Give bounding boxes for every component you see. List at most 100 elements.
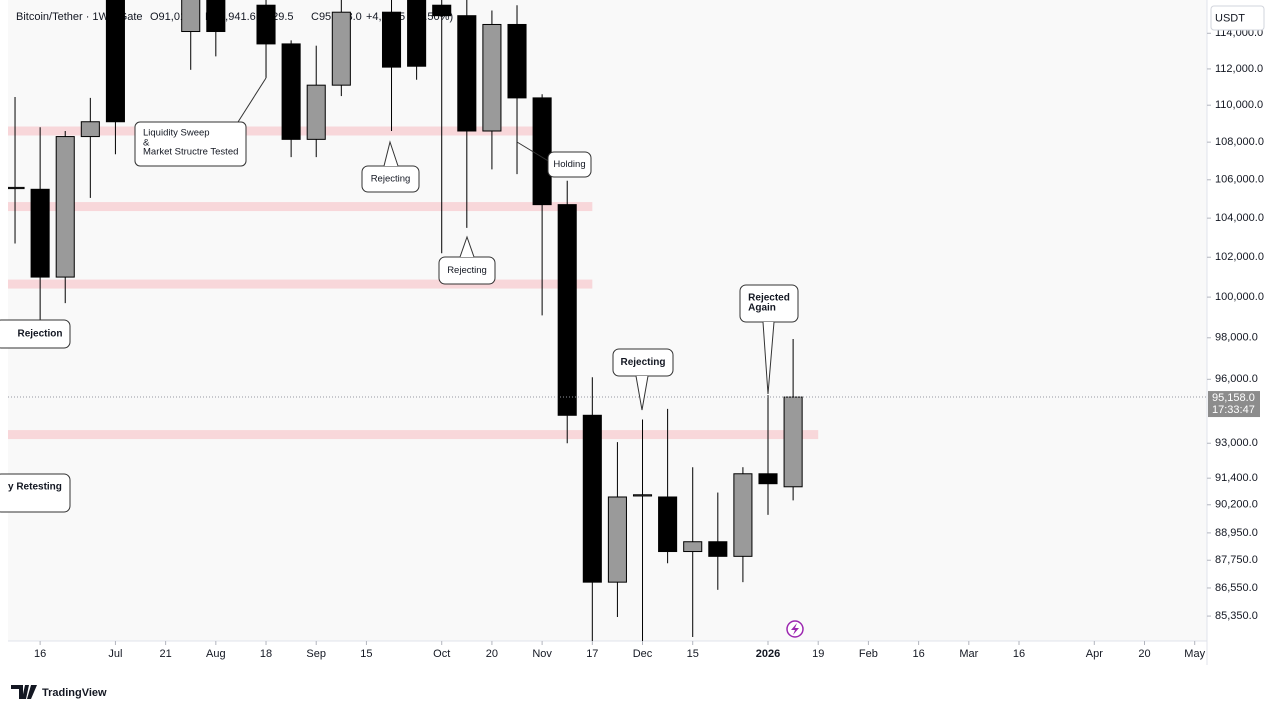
x-tick-label: 19: [812, 648, 824, 660]
candle-body: [532, 97, 552, 206]
callout-pointer: [237, 77, 267, 123]
callout: Rejected Again: [739, 284, 799, 395]
candle-body: [507, 23, 527, 99]
candle-body: [557, 204, 577, 416]
callout-text: Rejection: [17, 329, 62, 340]
price-label-box: [1208, 391, 1260, 418]
ohlc-legend-item: O91,01: [150, 11, 186, 23]
price-label: 95,158.0: [1212, 392, 1255, 404]
x-tick-label: Nov: [532, 648, 552, 660]
x-tick-label: Oct: [433, 648, 450, 660]
y-tick-label: 112,000.0: [1215, 63, 1263, 75]
candle-body: [256, 4, 276, 45]
countdown-label: 17:33:47: [1212, 404, 1255, 416]
callout-text: Liquidity Sweep: [143, 128, 210, 139]
y-tick-label: 91,400.0: [1215, 472, 1258, 484]
brand-name: TradingView: [42, 687, 107, 699]
callout-text: Holding: [553, 159, 585, 170]
callout: Rejection: [0, 319, 71, 349]
support-resistance-zone: [8, 126, 540, 136]
candle-body: [306, 84, 326, 140]
callout: Holding: [516, 141, 592, 178]
callout-text: &: [143, 138, 150, 149]
candle-body: [381, 11, 402, 68]
y-tick-label: 90,200.0: [1215, 499, 1258, 511]
x-tick-label: Sep: [306, 648, 326, 660]
callout-text: Rejecting: [447, 265, 487, 276]
axes: 114,000.0112,000.0110,000.0108,000.0106,…: [34, 27, 1264, 660]
x-tick-label: 18: [260, 648, 272, 660]
callout-pointer: [516, 141, 551, 163]
y-tick-label: 104,000.0: [1215, 212, 1264, 224]
y-tick-label: 96,000.0: [1215, 373, 1258, 385]
y-tick-label: 102,000.0: [1215, 251, 1264, 263]
candle-body: [105, 0, 125, 123]
x-tick-label: Mar: [959, 648, 978, 660]
plot-area: [8, 0, 1207, 641]
candle-body: [607, 496, 627, 583]
x-tick-label: 21: [159, 648, 171, 660]
y-tick-label: 85,350.0: [1215, 610, 1258, 622]
callout-text: Rejecting: [371, 174, 411, 185]
candle-body: [30, 188, 50, 278]
y-tick-label: 98,000.0: [1215, 332, 1258, 344]
candle-body: [8, 186, 25, 190]
x-tick-label: 17: [586, 648, 598, 660]
callout-pointer: [635, 375, 649, 411]
x-tick-label: May: [1184, 648, 1205, 660]
zones: [8, 126, 819, 440]
x-tick-label: Jul: [108, 648, 122, 660]
y-tick-label: 88,950.0: [1215, 527, 1258, 539]
currency-button[interactable]: [1210, 5, 1265, 31]
x-tick-label: 16: [1013, 648, 1025, 660]
callout-text: Market Structre Tested: [143, 147, 238, 158]
event-icon[interactable]: [786, 620, 804, 638]
x-tick-label: Feb: [859, 648, 878, 660]
candle-body: [407, 0, 427, 67]
callout: y Retesting: [0, 473, 71, 513]
x-tick-label: Dec: [633, 648, 653, 660]
callout: Rejecting: [438, 235, 496, 285]
x-tick-label: Apr: [1086, 648, 1103, 660]
callout-text: Again: [748, 303, 776, 314]
candle-body: [80, 121, 100, 138]
candle-body: [331, 11, 351, 86]
candle-body: [683, 541, 703, 553]
callout: Liquidity Sweep & Market Structre Tested: [134, 77, 267, 167]
candle-body: [281, 43, 301, 140]
candle-body: [733, 473, 753, 557]
candle-body: [55, 136, 75, 278]
x-tick-label: Aug: [206, 648, 226, 660]
callout-pointer: [762, 321, 775, 395]
y-tick-label: 100,000.0: [1215, 291, 1264, 303]
y-tick-label: 87,750.0: [1215, 554, 1258, 566]
callout-pointer: [459, 235, 475, 258]
callout: Rejecting: [612, 348, 674, 411]
x-tick-label: 16: [912, 648, 924, 660]
y-tick-label: 93,000.0: [1215, 437, 1258, 449]
support-resistance-zone: [8, 430, 819, 440]
candle-body: [658, 496, 678, 553]
callout-text: Rejecting: [620, 357, 665, 368]
candles: [8, 0, 1207, 641]
y-tick-label: 106,000.0: [1215, 174, 1264, 186]
candle-body: [632, 494, 653, 497]
x-tick-label: 2026: [756, 648, 780, 660]
y-tick-label: 108,000.0: [1215, 136, 1264, 148]
candle-body: [482, 23, 502, 132]
candle-body: [457, 15, 477, 132]
candle-body: [206, 0, 226, 33]
x-tick-label: 15: [360, 648, 372, 660]
candle-body: [582, 414, 602, 583]
candle-body: [783, 396, 803, 488]
ohlc-legend-item: +4,: [366, 11, 382, 23]
callout-box: [547, 151, 592, 178]
callout-box: [134, 121, 247, 167]
x-tick-label: 20: [486, 648, 498, 660]
support-resistance-zone: [8, 202, 593, 212]
candle-body: [758, 473, 778, 485]
callout-pointer: [383, 140, 399, 167]
candle-body: [432, 4, 452, 17]
candle-body: [181, 0, 201, 33]
